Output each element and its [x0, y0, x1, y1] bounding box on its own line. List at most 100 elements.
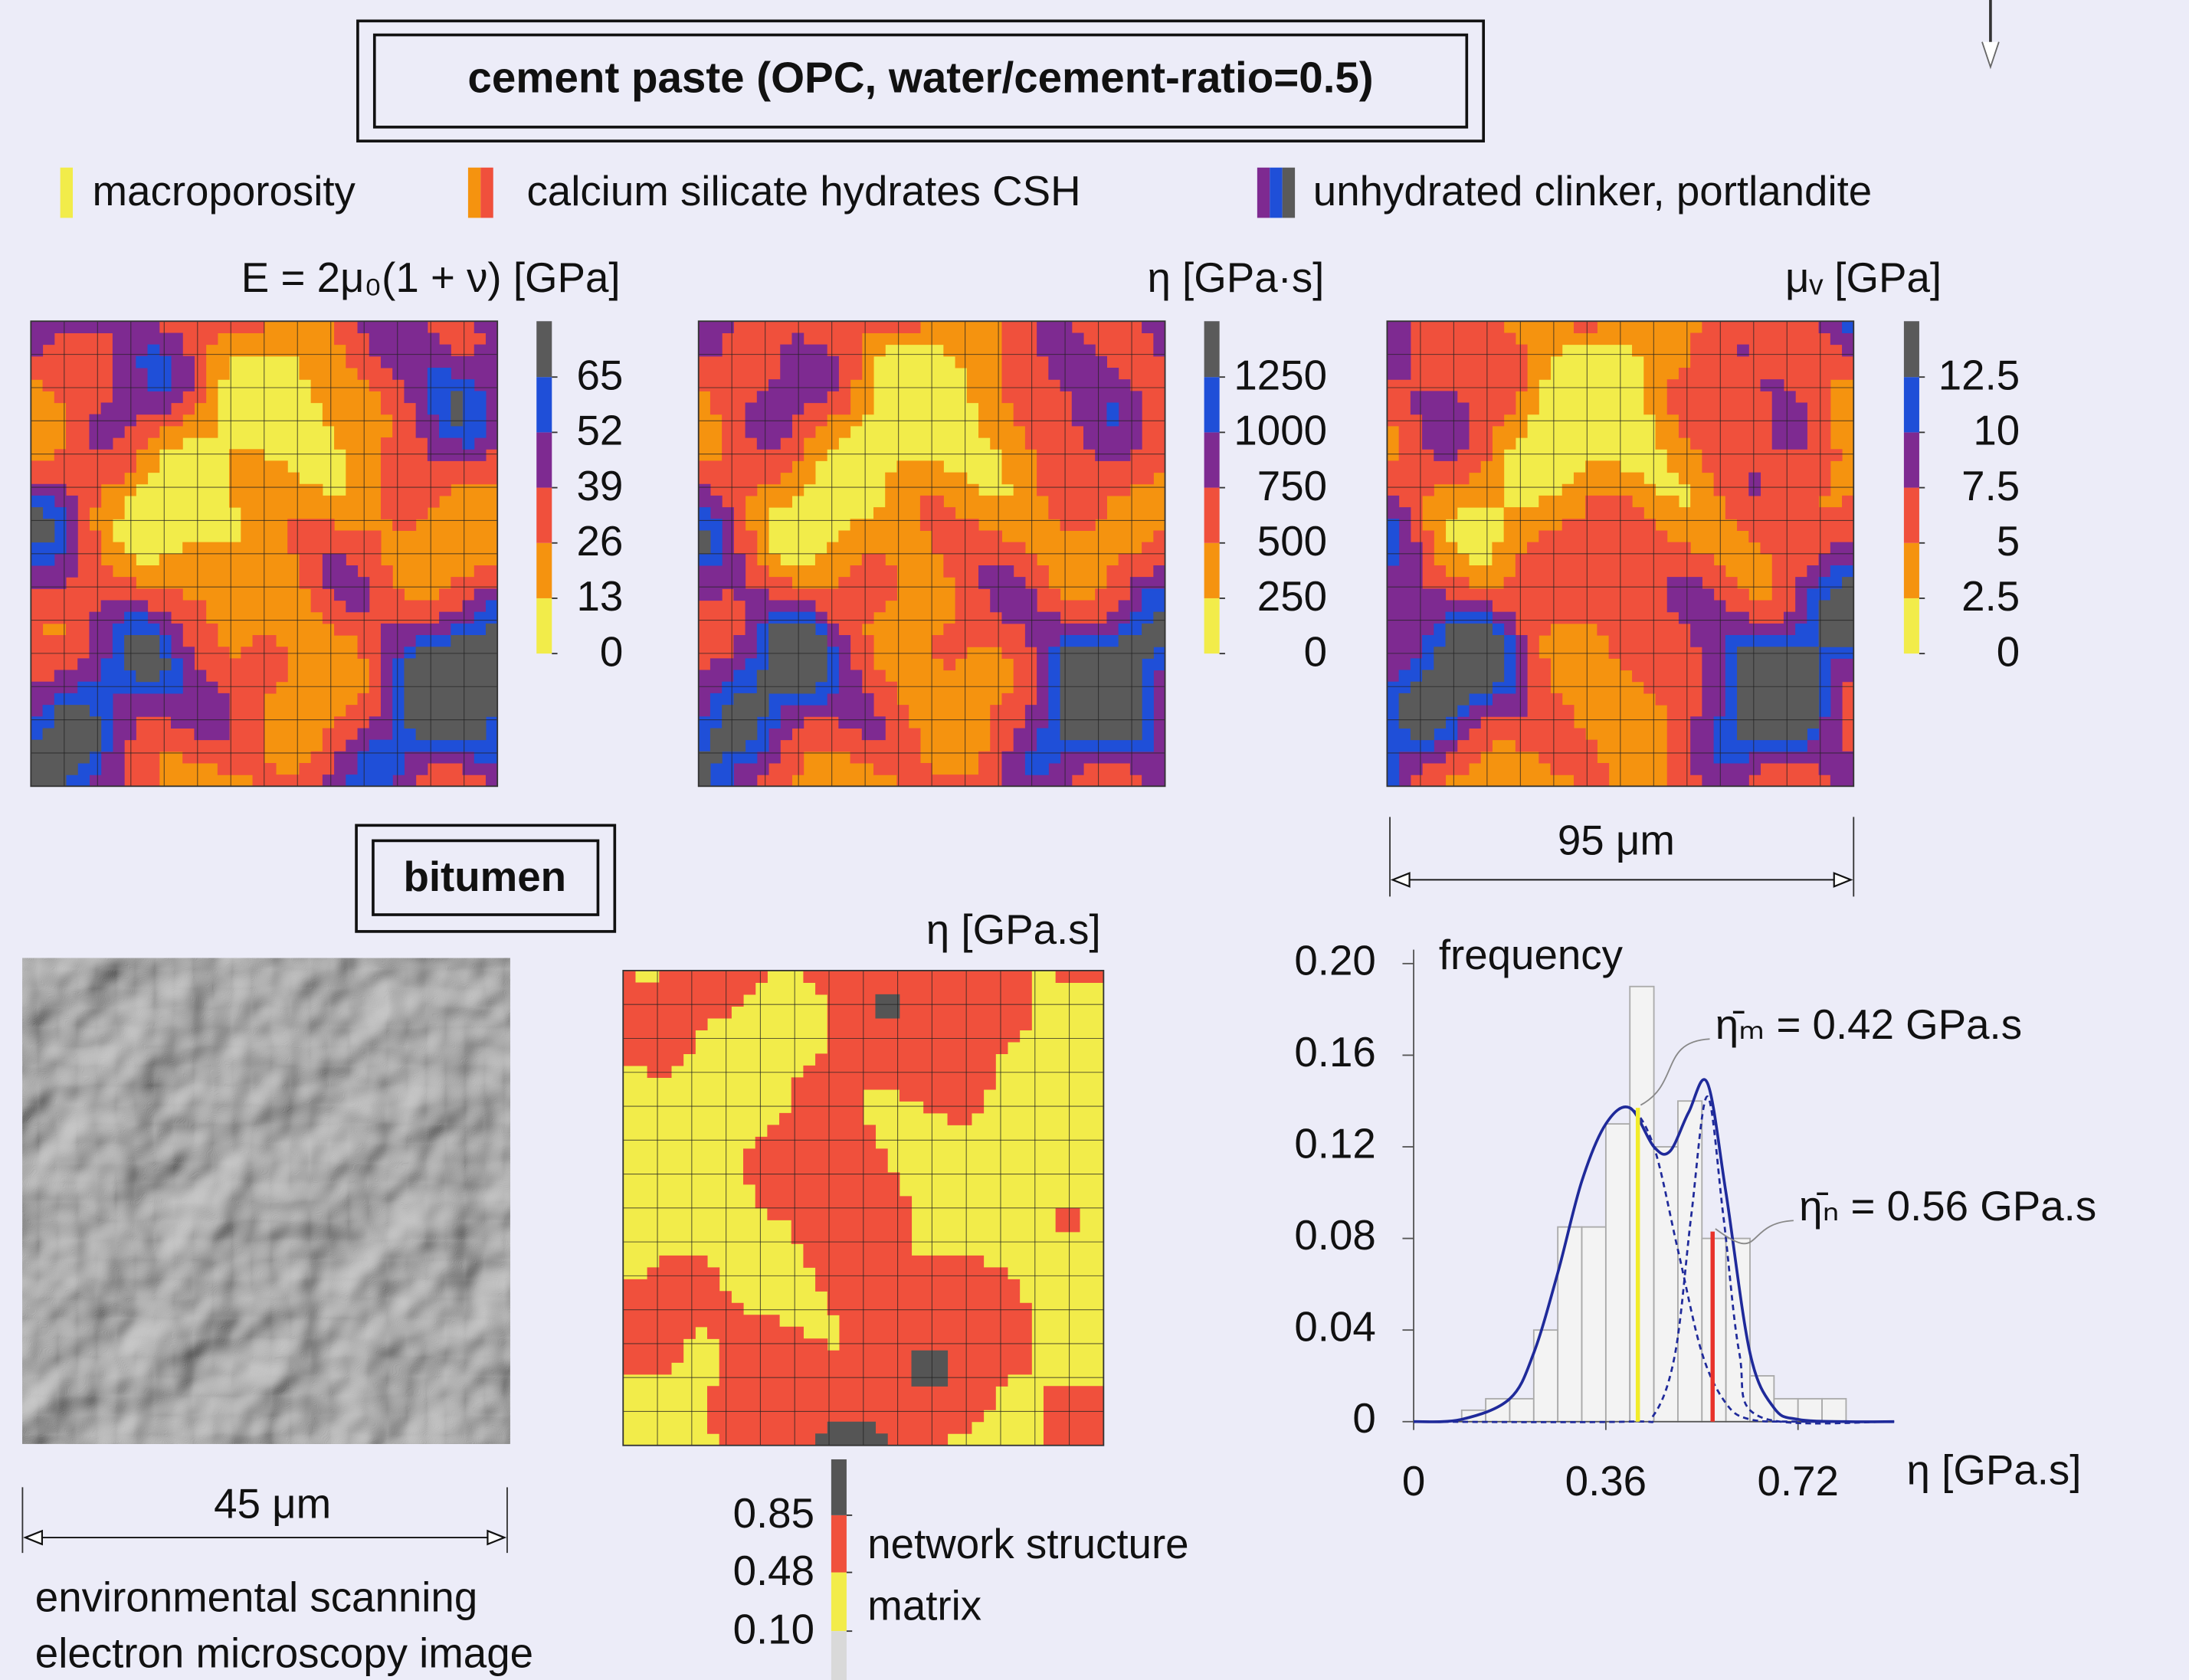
title-box	[356, 19, 1486, 142]
y-tick-label: 0.08	[1294, 1211, 1375, 1259]
fit-line	[1414, 1095, 1895, 1425]
legend-swatch	[1282, 167, 1296, 218]
colorbar-band	[536, 598, 552, 654]
x-tick-label: 0	[1402, 1457, 1425, 1505]
colorbar-class: network structure	[867, 1520, 1188, 1567]
colorbar-label: 750	[1257, 462, 1327, 509]
map-region	[31, 321, 498, 787]
title: cement paste (OPC, water/cement-ratio=0.…	[467, 54, 1373, 102]
leader	[1715, 1220, 1794, 1245]
bar	[1821, 1397, 1847, 1423]
bar	[1509, 1397, 1535, 1423]
map-frame	[30, 320, 499, 788]
legend-label: unhydrated clinker, portlandite	[1313, 167, 1872, 215]
colorbar-band	[536, 377, 552, 433]
map-frame	[1386, 320, 1855, 788]
colorbar-label: 12.5	[1938, 351, 2020, 398]
sem-scale: 45 μm	[214, 1479, 331, 1527]
map-title: μᵥ [GPa]	[1785, 254, 1942, 301]
map-title: η [GPa.s]	[926, 905, 1101, 953]
legend-swatch	[467, 167, 481, 218]
title-box-inner	[372, 33, 1469, 129]
sem-caption: environmental scanning	[35, 1574, 477, 1621]
map-title: η [GPa·s]	[1147, 254, 1324, 301]
arrow-head	[1981, 41, 2000, 70]
colorbar-label: 5	[1997, 517, 2020, 565]
colorbar-band	[1204, 432, 1220, 488]
colorbar-label: 0.48	[733, 1547, 814, 1594]
y-tick-label: 0.12	[1294, 1119, 1375, 1167]
colorbar-label: 52	[576, 407, 623, 454]
colorbar-band	[536, 432, 552, 488]
colorbar-label: 500	[1257, 517, 1327, 565]
colorbar-band	[1204, 377, 1220, 433]
x-tick-label: 0.36	[1565, 1457, 1647, 1505]
bar	[1653, 1146, 1679, 1423]
x-axis-label: η [GPa.s]	[1907, 1446, 2082, 1494]
map-region	[768, 344, 1014, 566]
y-tick-label: 0.04	[1294, 1303, 1375, 1351]
bar	[1797, 1397, 1823, 1423]
colorbar-label: 7.5	[1961, 462, 2020, 509]
map-frame	[697, 320, 1166, 788]
colorbar-band	[1903, 542, 1919, 598]
y-axis-label: frequency	[1439, 931, 1624, 978]
colorbar-band	[831, 1515, 847, 1573]
sem-image	[22, 958, 510, 1444]
colorbar-label: 1000	[1234, 407, 1327, 454]
colorbar-band	[1204, 487, 1220, 543]
y-tick-label: 0.16	[1294, 1028, 1375, 1076]
colorbar-under	[831, 1631, 847, 1680]
bar	[1629, 985, 1655, 1423]
legend-swatch	[60, 167, 74, 218]
colorbar-label: 39	[576, 462, 623, 509]
colorbar-over	[536, 321, 552, 378]
legend-swatch	[1270, 167, 1283, 218]
colorbar-band	[1204, 542, 1220, 598]
y-tick-label: 0	[1352, 1394, 1375, 1442]
legend-label: calcium silicate hydrates CSH	[526, 167, 1080, 215]
scale-label: 95 μm	[1558, 816, 1675, 863]
colorbar-label: 65	[576, 351, 623, 398]
fit-line	[1413, 1105, 1895, 1423]
map-region	[1398, 577, 1854, 741]
colorbar-label: 13	[576, 572, 623, 620]
bar	[1604, 1123, 1631, 1423]
colorbar-band	[1903, 432, 1919, 488]
colorbar-band	[536, 542, 552, 598]
annotation: η̄ₘ = 0.42 GPa.s	[1715, 1000, 2022, 1048]
colorbar-label: 0.85	[733, 1489, 814, 1537]
colorbar-class: matrix	[867, 1581, 981, 1629]
colorbar-label: 2.5	[1961, 572, 2020, 620]
legend-swatch	[1257, 167, 1270, 218]
colorbar-label: 0	[600, 627, 623, 675]
fit-line	[1413, 1078, 1895, 1423]
colorbar-band	[1204, 598, 1220, 654]
colorbar-band	[536, 487, 552, 543]
colorbar-label: 0	[1997, 627, 2020, 675]
y-tick-label: 0.20	[1294, 936, 1375, 984]
colorbar-band	[831, 1572, 847, 1632]
map-region	[31, 391, 498, 787]
colorbar-band	[1903, 377, 1919, 433]
map-title: E = 2μ₀(1 + ν) [GPa]	[241, 254, 621, 301]
bar	[1581, 1226, 1607, 1423]
map-region	[698, 530, 1166, 787]
map-frame	[622, 970, 1105, 1446]
colorbar-label: 0.10	[733, 1605, 814, 1652]
legend-label: macroporosity	[93, 167, 356, 215]
colorbar-over	[1903, 321, 1919, 378]
bitumen-title: bitumen	[403, 853, 566, 900]
colorbar-band	[1903, 487, 1919, 543]
colorbar-label: 1250	[1234, 351, 1327, 398]
sem-caption: electron microscopy image	[35, 1629, 533, 1676]
colorbar-over	[1204, 321, 1220, 378]
colorbar-band	[1903, 598, 1919, 654]
bar	[1749, 1375, 1775, 1423]
bitumen-box-inner	[372, 839, 600, 916]
map-region	[1445, 344, 1691, 566]
bitumen-box	[355, 824, 617, 933]
x-tick-label: 0.72	[1758, 1457, 1839, 1505]
